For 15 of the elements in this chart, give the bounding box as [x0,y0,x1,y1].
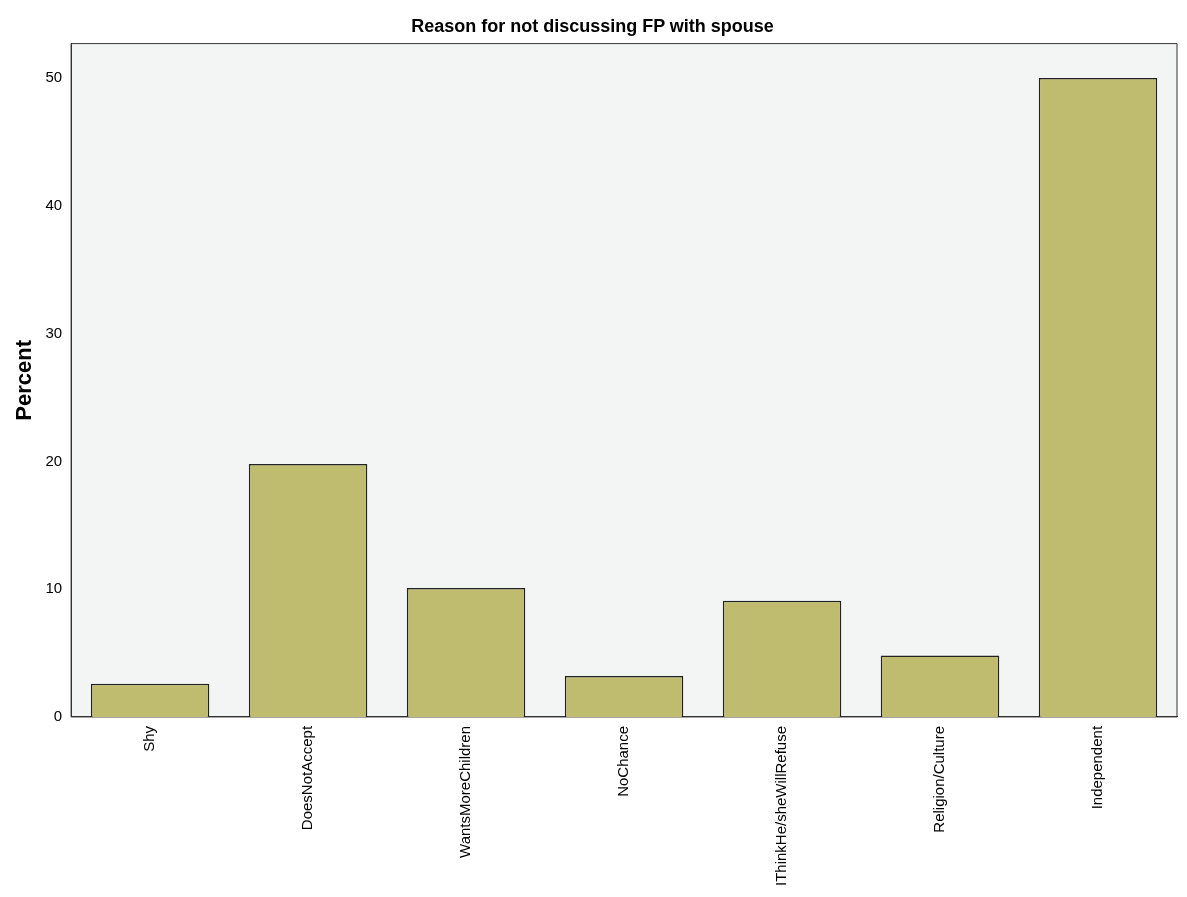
x-tick-label: WantsMoreChildren [456,725,474,858]
x-tick-label: DoesNotAccept [298,725,316,831]
x-tick-label: IThinkHe/sheWillRefuse [772,725,790,887]
y-tick-label: 30 [45,323,63,341]
x-tick-label: Religion/Culture [930,725,948,833]
x-tick-label: NoChance [614,725,632,797]
y-axis-title: Percent [11,339,37,421]
y-tick-label: 10 [45,579,63,597]
x-tick-label: Independent [1088,725,1106,810]
y-tick-label: 0 [53,707,63,725]
y-tick-label: 20 [45,451,63,469]
x-tick-label: Shy [140,725,158,752]
y-tick-label: 40 [45,196,63,214]
y-tick-label: 50 [45,68,63,86]
chart-title: Reason for not discussing FP with spouse [411,15,774,36]
